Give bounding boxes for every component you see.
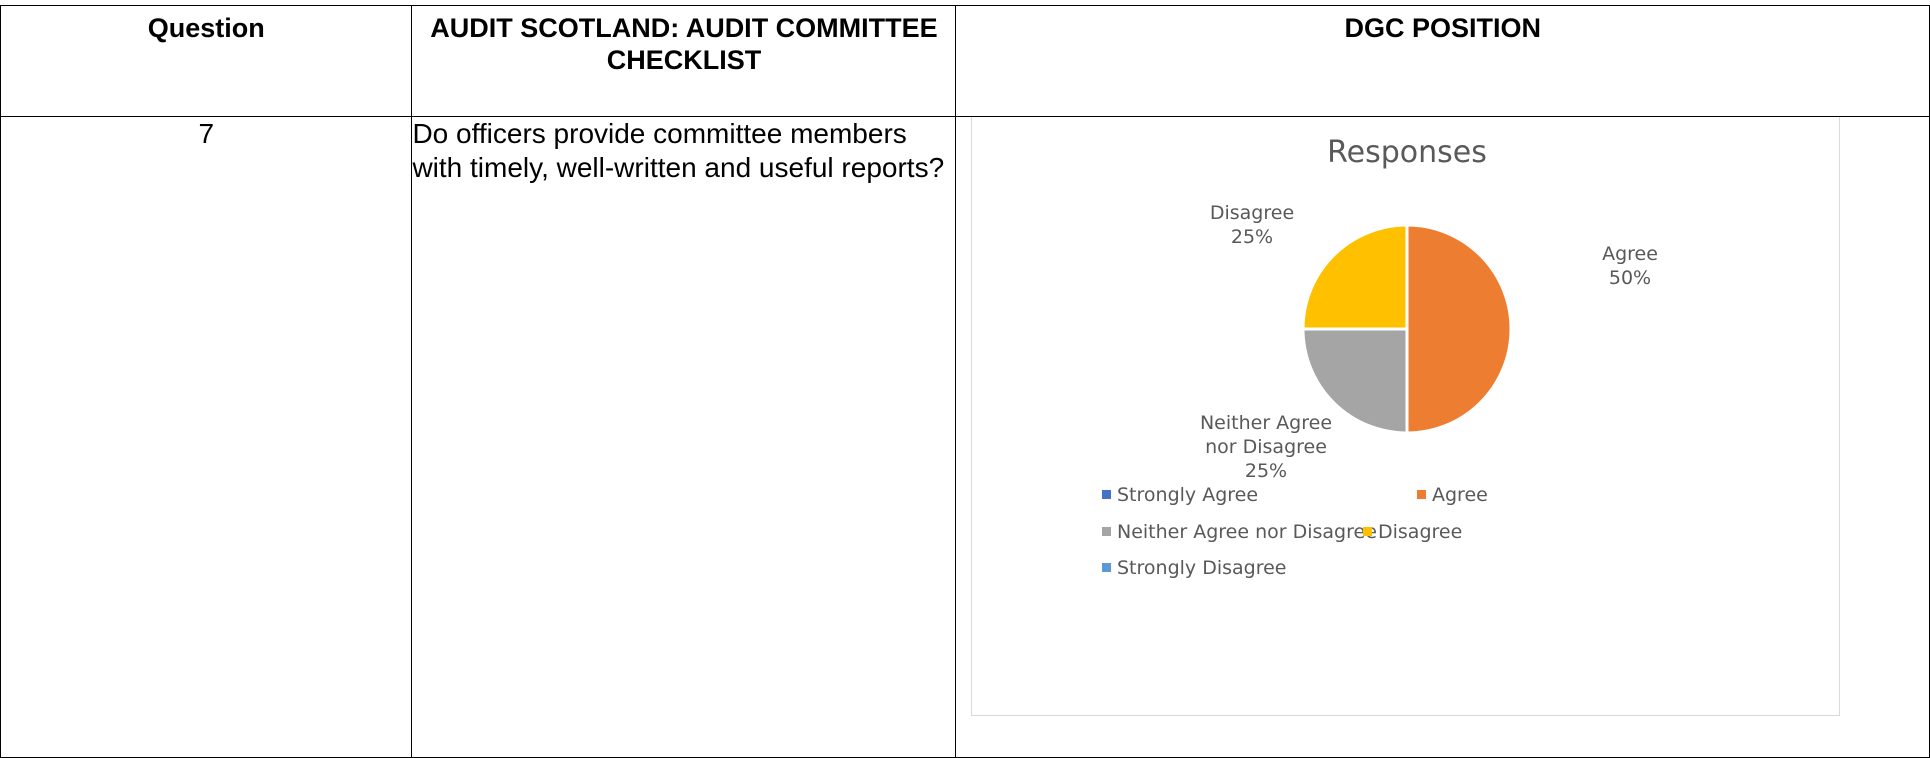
legend-label: Strongly Disagree bbox=[1117, 557, 1286, 579]
pie-slice-neither-agree-nor-disagree bbox=[1301, 327, 1409, 435]
question-number: 7 bbox=[0, 116, 413, 758]
legend-item-strongly-agree: Strongly Agree bbox=[1102, 484, 1258, 506]
legend-item-disagree: Disagree bbox=[1363, 521, 1463, 543]
legend-swatch bbox=[1417, 490, 1427, 499]
chart-title: Responses bbox=[1328, 135, 1488, 170]
legend-swatch bbox=[1102, 563, 1112, 572]
legend-swatch bbox=[1102, 490, 1112, 499]
legend-label: Agree bbox=[1432, 484, 1488, 506]
header-dgc-position: DGC POSITION bbox=[955, 5, 1930, 117]
legend-label: Strongly Agree bbox=[1117, 484, 1258, 506]
legend-swatch bbox=[1363, 527, 1373, 536]
data-label-neither-agree-nor-disagree: Neither Agree nor Disagree 25% bbox=[1200, 412, 1332, 482]
legend-item-strongly-disagree: Strongly Disagree bbox=[1102, 557, 1287, 579]
question-text: Do officers provide committee members wi… bbox=[411, 116, 957, 758]
header-checklist: AUDIT SCOTLAND: AUDIT COMMITTEE CHECKLIS… bbox=[411, 5, 957, 117]
legend-swatch bbox=[1102, 527, 1112, 536]
header-row: Question AUDIT SCOTLAND: AUDIT COMMITTEE… bbox=[0, 5, 1930, 117]
table-row: 7 Do officers provide committee members … bbox=[0, 116, 1930, 758]
legend-item-neither-agree-nor-disagree: Neither Agree nor Disagree bbox=[1102, 521, 1377, 543]
legend-label: Disagree bbox=[1378, 521, 1462, 543]
responses-chart: Responses Agree 50% Neither Agree nor Disagr… bbox=[971, 117, 1841, 716]
legend-label: Neither Agree nor Disagree bbox=[1117, 521, 1377, 543]
pie-chart-svg: Responses Agree 50% Neither Agree nor Disagr… bbox=[1102, 135, 1659, 579]
pie-slice-disagree bbox=[1301, 223, 1409, 331]
data-label-disagree: Disagree 25% bbox=[1210, 202, 1294, 248]
header-question: Question bbox=[0, 5, 413, 117]
checklist-table: Question AUDIT SCOTLAND: AUDIT COMMITTEE… bbox=[0, 5, 1930, 758]
data-label-agree: Agree 50% bbox=[1603, 243, 1659, 289]
dgc-position-cell: Responses Agree 50% Neither Agree nor Disagr… bbox=[955, 116, 1930, 758]
legend-item-agree: Agree bbox=[1417, 484, 1488, 506]
pie-slice-agree bbox=[1405, 223, 1513, 435]
